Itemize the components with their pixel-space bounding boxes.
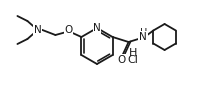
Text: N: N: [93, 23, 101, 33]
Text: H: H: [140, 28, 147, 38]
Text: O: O: [117, 55, 126, 65]
Text: N: N: [34, 25, 41, 35]
Text: Cl: Cl: [127, 55, 138, 65]
Text: H: H: [128, 48, 137, 58]
Text: N: N: [139, 32, 146, 42]
Text: O: O: [64, 25, 73, 35]
